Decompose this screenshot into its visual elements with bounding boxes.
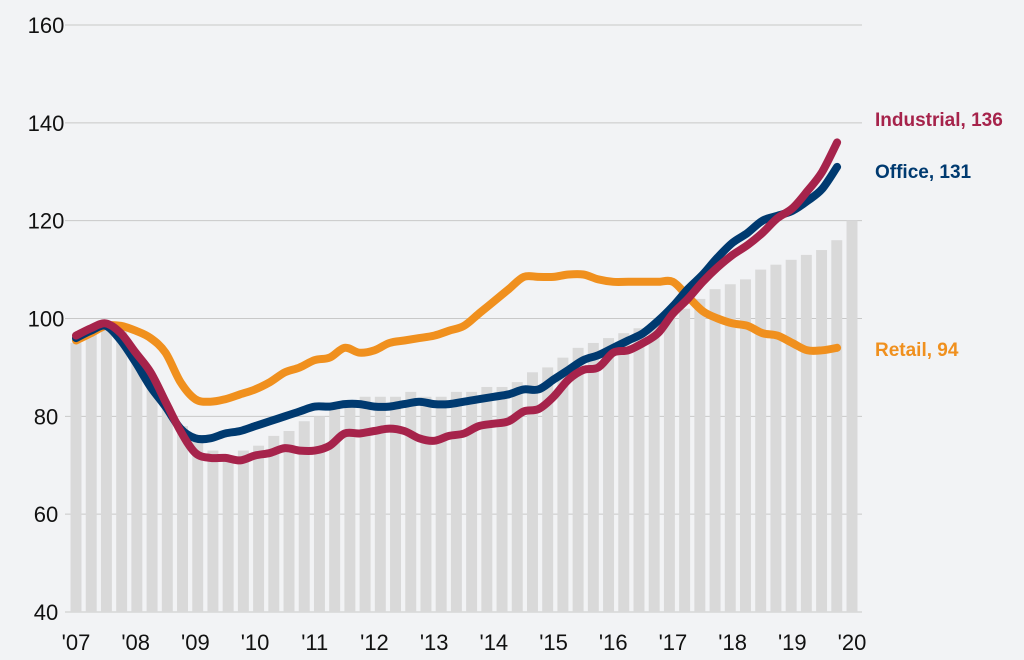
bar: [100, 323, 112, 612]
series-line-retail: [72, 270, 842, 406]
bar: [405, 391, 417, 612]
x-tick-label: '16: [599, 630, 628, 655]
bar: [694, 298, 706, 612]
bar: [816, 250, 828, 612]
y-tick-label: 60: [34, 502, 58, 527]
y-tick-label: 40: [34, 600, 58, 625]
x-tick-label: '09: [181, 630, 210, 655]
bar: [374, 396, 386, 612]
x-tick-label: '11: [301, 630, 328, 655]
x-tick-label: '15: [539, 630, 568, 655]
x-tick-label: '12: [360, 630, 389, 655]
line-series: [72, 138, 842, 465]
bar: [298, 421, 310, 612]
bar: [785, 259, 797, 612]
bar: [161, 406, 173, 612]
x-tick-label: '19: [778, 630, 807, 655]
series-label-retail: Retail, 94: [875, 340, 959, 361]
x-tick-label: '08: [121, 630, 150, 655]
bar: [800, 254, 812, 613]
bar: [724, 284, 736, 612]
bar: [755, 269, 767, 612]
bar: [663, 318, 675, 612]
bar: [511, 382, 523, 612]
x-tick-label: '14: [480, 630, 509, 655]
bar: [222, 455, 234, 612]
bar: [116, 328, 128, 612]
series-label-industrial: Industrial, 136: [875, 110, 1003, 131]
bar: [648, 323, 660, 612]
bar: [618, 333, 630, 612]
bar-series: [70, 220, 858, 613]
x-tick-label: '20: [838, 630, 867, 655]
bar: [146, 382, 158, 612]
bar: [526, 372, 538, 612]
x-tick-label: '17: [659, 630, 688, 655]
x-tick-label: '18: [718, 630, 747, 655]
x-tick-label: '07: [62, 630, 91, 655]
bar: [496, 386, 508, 612]
bar: [268, 435, 280, 612]
bar: [359, 396, 371, 612]
bar: [466, 391, 478, 612]
bar: [207, 450, 219, 612]
bar: [633, 328, 645, 612]
y-tick-label: 160: [28, 13, 65, 38]
bar: [572, 347, 584, 612]
y-tick-label: 100: [28, 307, 65, 332]
bar: [313, 416, 325, 612]
series-line-industrial: [72, 138, 842, 465]
bar: [329, 406, 341, 612]
y-tick-label: 80: [34, 404, 58, 429]
bar: [192, 440, 204, 612]
bar: [587, 342, 599, 612]
bar: [450, 391, 462, 612]
bar: [481, 386, 493, 612]
bar: [831, 240, 843, 612]
bar: [283, 431, 295, 612]
x-tick-label: '13: [420, 630, 449, 655]
bar: [85, 333, 97, 612]
bar: [70, 342, 82, 612]
y-axis-ticks: 40 60 80 100 120 140 160: [28, 13, 65, 625]
bar: [846, 220, 858, 612]
bar: [237, 450, 249, 612]
series-labels: Industrial, 136 Office, 131 Retail, 94: [875, 110, 1003, 361]
bar: [740, 279, 751, 612]
y-tick-label: 120: [28, 209, 65, 234]
x-tick-label: '10: [241, 630, 270, 655]
bar: [679, 308, 691, 612]
bar: [709, 289, 721, 612]
x-axis-ticks: '07 '08 '09 '10 '11 '12 '13 '14 '15 '16 '17 '18 '19 '…: [62, 630, 867, 655]
bar: [542, 367, 554, 612]
bar: [177, 426, 188, 612]
bar: [557, 357, 569, 612]
bar: [435, 396, 447, 612]
series-line-office: [72, 162, 842, 444]
series-label-office: Office, 131: [875, 162, 972, 183]
bar: [603, 338, 615, 612]
y-tick-label: 140: [28, 111, 65, 136]
bar: [770, 264, 782, 612]
bar: [420, 396, 432, 612]
bar: [344, 401, 356, 612]
bar: [390, 396, 402, 612]
bar: [131, 357, 143, 612]
bar: [253, 445, 265, 612]
